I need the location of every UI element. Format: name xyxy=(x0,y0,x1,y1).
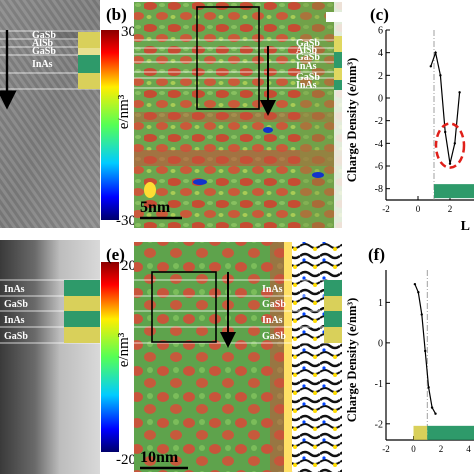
y-tick-label: -8 xyxy=(375,184,383,195)
y-tick-label: -4 xyxy=(375,139,383,150)
panel-label-e: (e) xyxy=(106,245,125,264)
layer-label: GaSb xyxy=(4,299,28,310)
colorbar-min: -20 xyxy=(116,452,136,468)
colorbar-unit: e/nm³ xyxy=(116,332,132,367)
layer-label: GaSb xyxy=(296,72,320,83)
y-tick-label: -2 xyxy=(375,116,383,127)
colorbar-max: 20 xyxy=(121,258,136,274)
layer-label: GaSb xyxy=(262,331,286,342)
layer-strip-b xyxy=(334,36,342,90)
data-point xyxy=(417,291,420,294)
data-point xyxy=(439,74,442,77)
layer-strip xyxy=(413,425,428,440)
x-tick-label: 0 xyxy=(411,444,416,454)
panel-label-b: (b) xyxy=(106,5,127,24)
chart-c: (c) Charge Density (e/nm³) 6 4 2 0 -2 -4 -6 -8 -… xyxy=(345,5,474,234)
layer-label: GaSb xyxy=(296,52,320,63)
data-point xyxy=(429,65,432,68)
y-axis-label: Charge Density (e/nm³) xyxy=(345,58,359,183)
y-tick-label: -6 xyxy=(375,162,383,173)
colorbar-min: -30 xyxy=(116,213,136,229)
colorbar-unit: e/nm³ xyxy=(116,94,132,129)
layer-label: GaSb xyxy=(296,38,320,49)
x-tick-label: 0 xyxy=(416,204,421,214)
colorbar-max: 30 xyxy=(121,24,136,40)
layer-label: InAs xyxy=(296,61,317,72)
data-point xyxy=(453,142,456,145)
layer-label: AlSb xyxy=(296,45,318,56)
layer-label: InAs xyxy=(32,59,53,70)
x-tick-label: 4 xyxy=(466,444,471,454)
y-tick-label: 6 xyxy=(378,26,383,37)
y-tick-label: -1 xyxy=(375,379,383,390)
y-tick-label: 1 xyxy=(378,298,383,309)
layer-strip xyxy=(434,184,474,199)
scale-bar-label: 10nm xyxy=(140,449,179,466)
data-point xyxy=(444,130,447,134)
layer-label: InAs xyxy=(262,315,283,326)
layer-label: GaSb xyxy=(32,46,56,57)
y-tick-label: -2 xyxy=(375,419,383,430)
charge-map-b: GaSb AlSb GaSb InAs GaSb InAs 5nm (b) xyxy=(106,2,342,228)
data-point xyxy=(430,406,434,409)
data-point xyxy=(427,386,430,389)
selection-box xyxy=(196,6,260,110)
data-point xyxy=(434,51,437,54)
plot-area: 1 0 -1 -2 -2 0 2 4 xyxy=(375,270,474,454)
layer-label: GaSb xyxy=(262,299,286,310)
layer-label: GaSb xyxy=(4,331,28,342)
data-point xyxy=(448,162,452,165)
panel-label-f: (f) xyxy=(368,245,385,264)
data-point xyxy=(413,282,417,286)
layer-strip xyxy=(427,425,474,440)
y-axis-label: Charge Density (e/nm³) xyxy=(345,298,359,423)
x-tick-label: 2 xyxy=(439,444,444,454)
y-tick-label: 4 xyxy=(378,48,383,59)
data-point xyxy=(420,313,423,316)
panel-label-c: (c) xyxy=(370,5,389,24)
tem-image-bottom: InAs GaSb InAs GaSb xyxy=(0,240,100,474)
x-tick-label: -2 xyxy=(382,444,390,454)
colorbar-bottom: 20 -20 e/nm³ xyxy=(101,258,136,468)
data-point xyxy=(423,349,427,353)
data-point xyxy=(434,412,437,415)
y-tick-label: 2 xyxy=(378,71,383,82)
x-tick-label: 2 xyxy=(448,204,453,214)
highlight-ellipse xyxy=(434,122,466,169)
x-axis-label: L xyxy=(461,219,470,234)
colorbar-top: 30 -30 e/nm³ xyxy=(101,24,136,229)
layer-label: InAs xyxy=(4,315,25,326)
x-tick-label: -2 xyxy=(382,204,390,214)
charge-map-e: InAs GaSb InAs GaSb 10nm (e) xyxy=(106,242,342,472)
chart-f: (f) Charge Density (e/nm³) 1 0 -1 -2 -2 0 2 4 xyxy=(345,245,474,454)
y-tick-label: 0 xyxy=(378,338,383,349)
layer-label: InAs xyxy=(296,80,317,91)
layer-strip-top xyxy=(78,32,100,89)
series-line xyxy=(414,283,437,414)
data-point xyxy=(458,91,461,94)
layer-label: AlSb xyxy=(32,38,54,49)
scale-bar-label: 5nm xyxy=(140,199,171,216)
layer-label: GaSb xyxy=(32,30,56,41)
layer-label: InAs xyxy=(4,284,25,295)
selection-box xyxy=(151,271,217,343)
layer-label: InAs xyxy=(262,284,283,295)
y-tick-label: 0 xyxy=(378,94,383,105)
